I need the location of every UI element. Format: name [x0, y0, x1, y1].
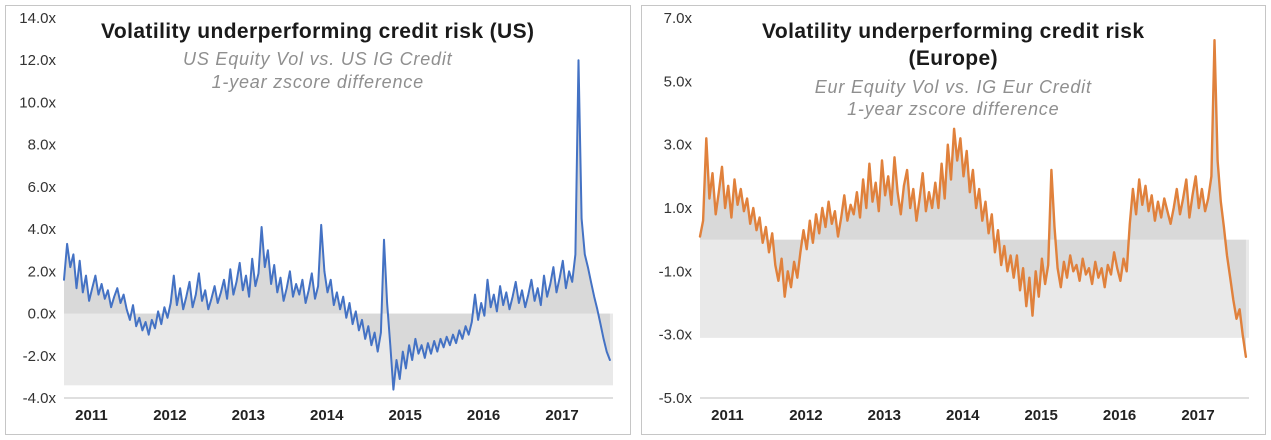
x-tick-label: 2015 — [1024, 407, 1057, 424]
y-tick-label: -3.0x — [658, 327, 692, 344]
y-tick-label: 10.0x — [19, 94, 56, 111]
y-tick-label: -4.0x — [23, 390, 57, 407]
chart-canvas-europe: 7.0x 5.0x 3.0x 1.0x -1.0x -3.0x -5.0x 2011 2012 2… — [658, 10, 1249, 424]
y-tick-label: -2.0x — [23, 348, 57, 365]
x-tick-label: 2017 — [1181, 407, 1214, 424]
y-tick-label: 1.0x — [663, 200, 692, 217]
y-tick-label: -5.0x — [658, 390, 692, 407]
y-tick-label: 4.0x — [28, 221, 57, 238]
y-tick-label: 0.0x — [28, 306, 57, 323]
y-tick-label: 2.0x — [28, 263, 57, 280]
x-tick-label: 2013 — [867, 407, 900, 424]
x-tick-label: 2011 — [75, 407, 108, 424]
x-tick-label: 2012 — [153, 407, 186, 424]
y-tick-label: 7.0x — [663, 10, 692, 27]
x-tick-label: 2014 — [310, 407, 344, 424]
x-tick-label: 2015 — [388, 407, 421, 424]
x-tick-label: 2012 — [789, 407, 822, 424]
x-tick-label: 2014 — [946, 407, 980, 424]
x-tick-label: 2013 — [232, 407, 265, 424]
series-area — [64, 60, 610, 390]
y-tick-label: 14.0x — [19, 10, 56, 27]
x-tick-label: 2016 — [467, 407, 500, 424]
y-tick-label: 8.0x — [28, 137, 57, 154]
chart-panel-us: Volatility underperforming credit risk (… — [5, 5, 631, 435]
x-tick-label: 2017 — [545, 407, 578, 424]
y-tick-label: 6.0x — [28, 179, 57, 196]
y-tick-label: -1.0x — [658, 263, 692, 280]
series-area — [699, 40, 1246, 357]
y-tick-label: 5.0x — [663, 73, 692, 90]
x-tick-label: 2011 — [711, 407, 744, 424]
series-line — [63, 59, 611, 391]
series-line — [698, 39, 1247, 358]
y-tick-label: 3.0x — [663, 137, 692, 154]
y-tick-label: 12.0x — [19, 52, 56, 69]
chart-panel-europe: Volatility underperforming credit risk (… — [640, 5, 1266, 435]
x-tick-label: 2016 — [1102, 407, 1135, 424]
chart-canvas-us: 14.0x 12.0x 10.0x 8.0x 6.0x 4.0x 2.0x 0.0x -2.0x… — [19, 10, 613, 424]
